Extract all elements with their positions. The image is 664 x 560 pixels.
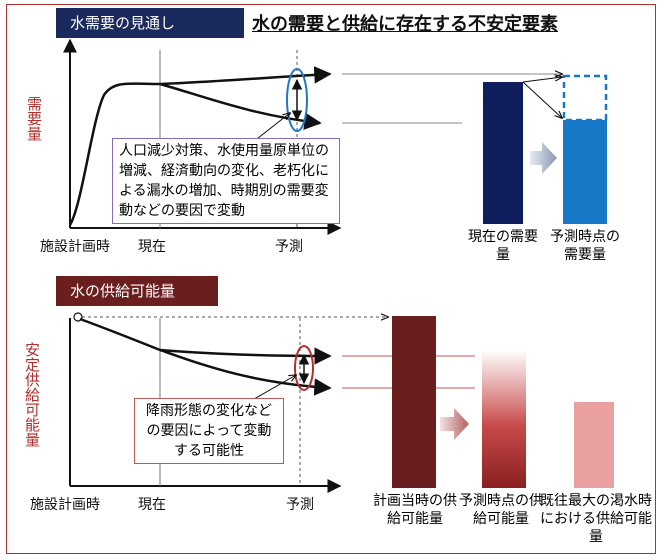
- demand-curve-history: [68, 82, 161, 226]
- supply-planned-bar-label: 計画当時の供給可能量: [373, 493, 457, 527]
- demand-factors-note: 人口減少対策、水使用量原単位の増減、経済動向の変化、老朽化による漏水の増加、時期…: [112, 138, 340, 224]
- supply-forecast-bar-label: 予測時点の供給可能量: [459, 493, 543, 527]
- supply-drought-bar-label: 既往最大の渇水時における供給可能量: [540, 493, 652, 545]
- demand-current-bar: [483, 82, 523, 224]
- diagram-frame: [6, 4, 656, 554]
- supply-axes: [69, 318, 342, 493]
- demand-transition-arrow: [530, 142, 557, 174]
- main-title: 水の需要と供給に存在する不安定要素: [252, 14, 558, 35]
- supply-y-axis-label: 安定供給可能量: [23, 342, 41, 447]
- supply-section-tag: 水の供給可能量: [56, 276, 218, 306]
- demand-bar-arrow-up: [522, 77, 562, 83]
- demand-x-tick-current: 現在: [138, 239, 166, 255]
- demand-forecast-bar-upper-range: [562, 74, 608, 122]
- demand-range-ellipse: [286, 68, 308, 132]
- demand-forecast-bar: [563, 120, 607, 224]
- demand-x-tick-planning: 施設計画時: [40, 239, 110, 255]
- supply-x-tick-forecast: 予測: [286, 497, 314, 513]
- demand-current-bar-label: 現在の需要量: [468, 229, 538, 263]
- supply-range-ellipse: [294, 345, 314, 391]
- demand-axes: [63, 38, 342, 235]
- supply-transition-arrow: [440, 408, 469, 440]
- demand-forecast-bar-label: 予測時点の需要量: [550, 229, 620, 263]
- demand-section-tag: 水需要の見通し: [56, 8, 244, 38]
- supply-forecast-bar: [482, 350, 526, 488]
- supply-factors-note: 降雨形態の変化などの要因によって変動する可能性: [134, 398, 284, 464]
- supply-x-tick-current: 現在: [138, 497, 166, 513]
- demand-bar-arrow-down: [522, 81, 562, 118]
- supply-drought-bar: [574, 402, 614, 488]
- supply-planned-bar: [392, 316, 436, 488]
- demand-y-axis-label: 需要量: [25, 96, 43, 141]
- demand-curve-lower: [159, 82, 322, 130]
- demand-x-tick-forecast: 予測: [275, 239, 303, 255]
- supply-x-tick-planning: 施設計画時: [30, 497, 100, 513]
- demand-curve-upper: [159, 66, 332, 86]
- supply-curve-history: [79, 317, 161, 352]
- supply-curve-lower: [159, 348, 332, 396]
